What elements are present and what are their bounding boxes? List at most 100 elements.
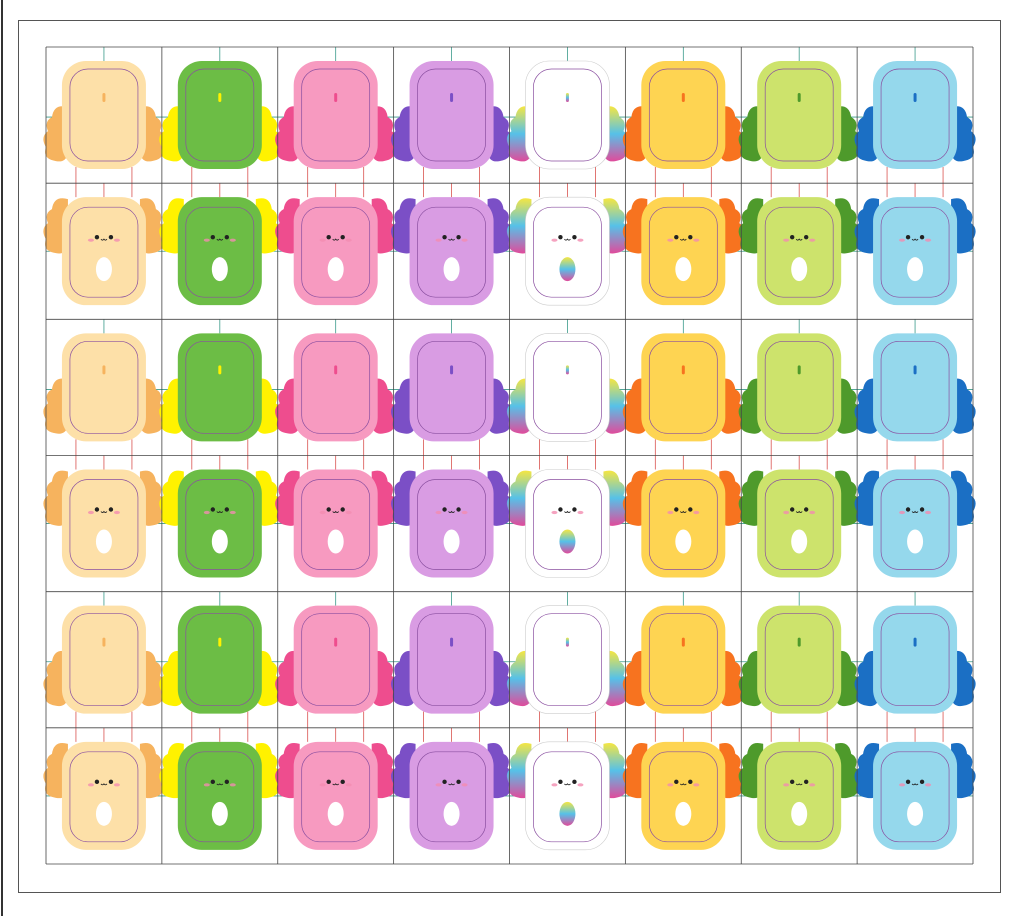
body <box>409 61 494 169</box>
axolotl-front <box>159 727 281 850</box>
mouth <box>679 238 687 241</box>
eye <box>572 507 577 512</box>
body <box>177 605 262 714</box>
body <box>409 333 494 442</box>
cheek <box>319 783 326 787</box>
gill <box>835 198 860 254</box>
gill <box>738 742 764 799</box>
gill <box>159 106 184 162</box>
gill <box>951 378 976 434</box>
eye <box>572 234 577 240</box>
gill <box>159 198 184 254</box>
body-outline <box>69 340 139 434</box>
gill <box>622 378 648 434</box>
body <box>177 469 262 578</box>
tail-mark <box>450 365 454 375</box>
axolotl-back <box>622 47 744 184</box>
gill <box>719 470 744 526</box>
body-outline <box>301 479 371 570</box>
body <box>61 605 146 714</box>
gill <box>854 742 880 799</box>
body <box>641 469 726 578</box>
cheek <box>899 238 906 242</box>
gill <box>951 650 976 707</box>
gill <box>371 742 397 799</box>
gill <box>371 106 397 162</box>
axolotl-back <box>159 47 281 184</box>
gill <box>255 106 281 162</box>
cheek <box>435 510 442 515</box>
body <box>525 469 610 578</box>
eye <box>108 779 114 785</box>
axolotl-front <box>506 183 629 306</box>
axolotl-front <box>854 455 976 578</box>
body-outline <box>764 479 834 570</box>
belly <box>95 801 112 826</box>
cheek <box>551 783 558 787</box>
cheek <box>461 783 468 787</box>
tail-mark <box>450 93 454 102</box>
gill <box>622 470 648 526</box>
body <box>409 469 494 578</box>
body <box>293 741 378 850</box>
tail-mark <box>913 93 917 102</box>
gill <box>255 470 281 526</box>
body <box>873 741 958 850</box>
belly <box>327 529 344 554</box>
belly <box>327 801 344 826</box>
cheek <box>345 783 352 787</box>
belly <box>559 257 576 282</box>
tail-mark <box>334 365 338 375</box>
axolotl-back <box>390 591 513 728</box>
body-outline <box>648 340 718 434</box>
body <box>525 333 610 442</box>
axolotl-back <box>854 591 976 728</box>
body-outline <box>880 613 950 707</box>
eye <box>789 234 795 240</box>
body-outline <box>533 68 602 162</box>
eye <box>919 507 925 512</box>
body-outline <box>880 68 950 162</box>
eye <box>210 234 216 240</box>
gill <box>951 198 976 254</box>
cheek <box>667 510 674 515</box>
tail-mark <box>218 365 222 375</box>
gill <box>390 470 416 526</box>
eye <box>224 234 230 240</box>
tail-mark <box>913 365 917 375</box>
body <box>177 197 262 306</box>
axolotl-back <box>275 319 397 456</box>
cheek <box>87 238 94 242</box>
cheek <box>551 510 558 515</box>
body-outline <box>533 751 602 843</box>
eye <box>803 507 809 512</box>
body <box>757 741 842 850</box>
mouth <box>448 238 455 241</box>
gill <box>835 378 860 434</box>
gill <box>139 378 165 434</box>
body <box>409 197 494 306</box>
belly <box>907 257 924 282</box>
body-outline <box>648 68 718 162</box>
eye <box>326 507 331 512</box>
cheek <box>809 510 816 515</box>
axolotl-back <box>738 591 860 728</box>
cheek <box>667 783 674 787</box>
belly <box>559 801 576 826</box>
tail-mark <box>218 93 222 102</box>
tail-mark <box>681 93 685 102</box>
eye <box>94 234 100 240</box>
gill <box>139 198 165 254</box>
eye <box>919 234 925 240</box>
body-outline <box>185 479 255 570</box>
tail-mark <box>102 637 106 647</box>
mouth <box>795 783 803 786</box>
gill <box>719 198 744 254</box>
gill <box>854 378 880 434</box>
eye <box>224 507 230 512</box>
belly <box>443 529 460 554</box>
mouth <box>564 238 571 241</box>
axolotl-back <box>738 319 860 456</box>
eye <box>94 507 100 512</box>
